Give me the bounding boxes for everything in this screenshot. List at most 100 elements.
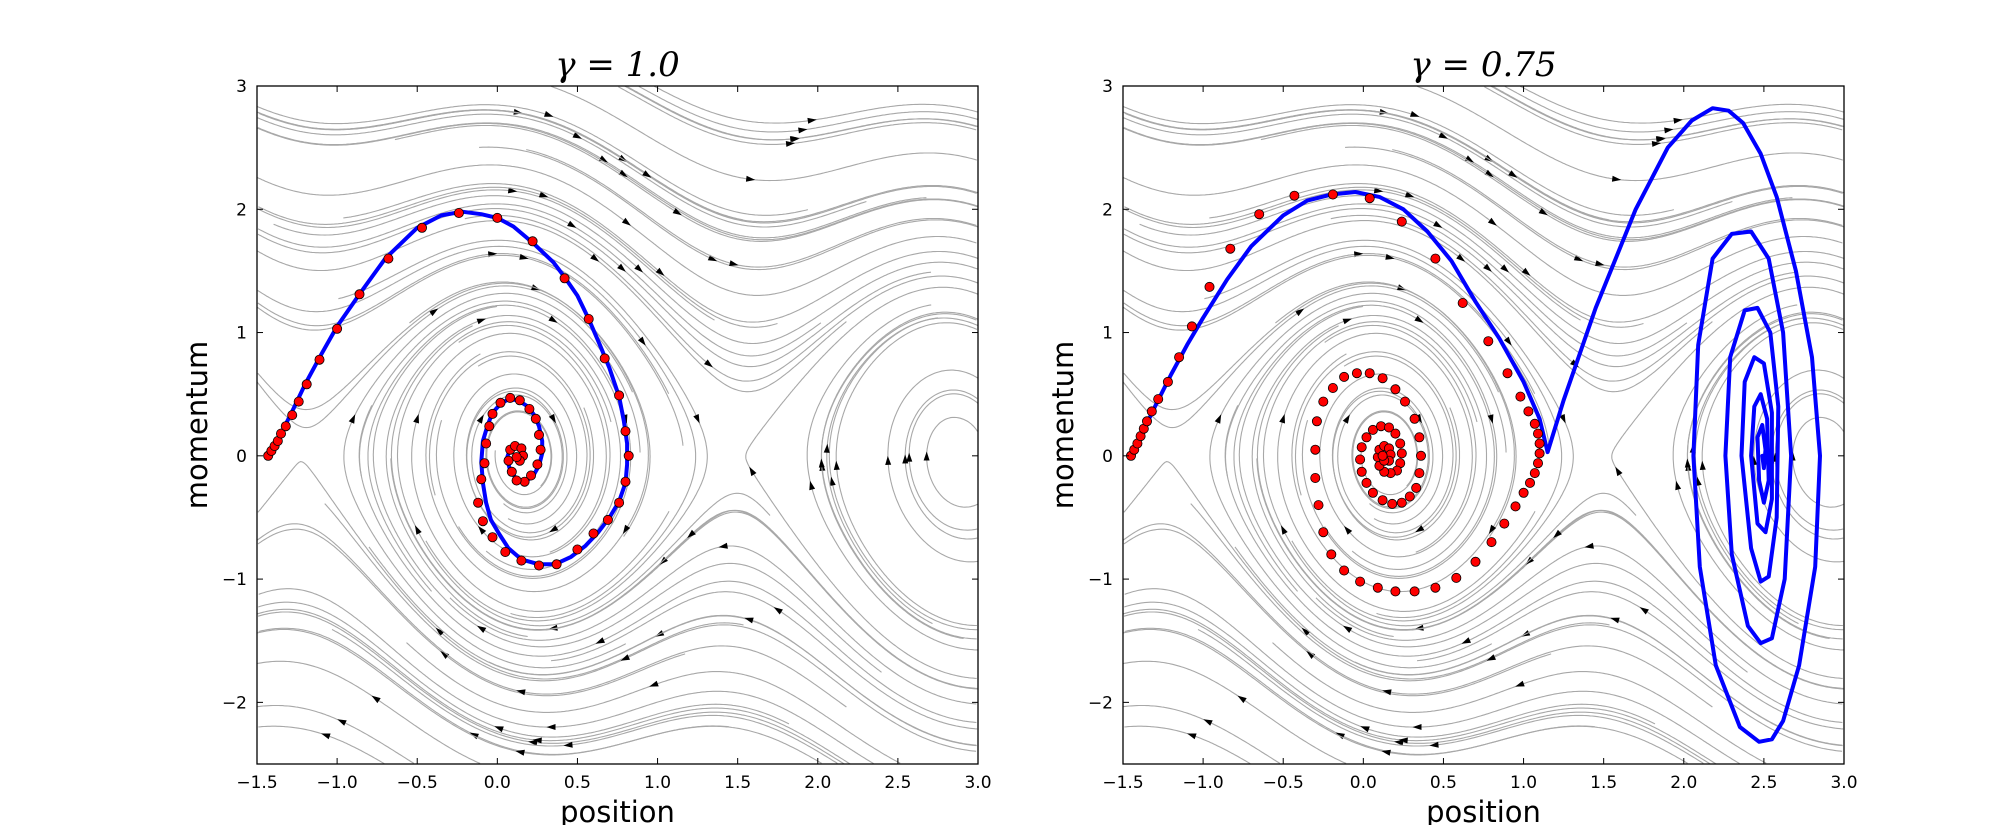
stream-arrow-icon xyxy=(707,254,718,262)
x-tick-label: −1.0 xyxy=(1182,773,1223,793)
x-tick-label: 1.0 xyxy=(644,773,671,793)
x-tick-label: 0.5 xyxy=(1430,773,1457,793)
y-tick-label: 3 xyxy=(1102,77,1113,97)
sample-point xyxy=(1483,336,1494,347)
stream-arrow-icon xyxy=(622,524,631,534)
series-layer xyxy=(1126,106,1822,744)
sample-point xyxy=(559,273,570,284)
sample-point xyxy=(1310,472,1321,483)
stream-arrow-icon xyxy=(1610,617,1620,624)
stream-arrow-icon xyxy=(415,525,422,535)
stream-arrow-icon xyxy=(1595,260,1605,266)
x-axis-label: position xyxy=(560,795,675,825)
stream-arrow-icon xyxy=(1464,155,1474,163)
sample-point xyxy=(532,459,543,470)
sample-point xyxy=(293,396,304,407)
stream-arrow-icon xyxy=(1344,526,1353,535)
stream-arrow-icon xyxy=(773,607,783,615)
sample-point xyxy=(1377,450,1388,461)
stream-arrow-icon xyxy=(885,455,892,465)
stream-arrow-icon xyxy=(413,414,419,424)
sample-point xyxy=(1396,216,1407,227)
axes-frame xyxy=(1122,85,1845,765)
x-tick-label: 3.0 xyxy=(964,773,991,793)
stream-arrow-icon xyxy=(1301,627,1311,636)
sample-point xyxy=(614,497,625,508)
stream-arrow-icon xyxy=(687,529,696,538)
stream-arrow-icon xyxy=(1584,542,1594,549)
sample-point xyxy=(514,395,525,406)
stream-arrow-icon xyxy=(1456,253,1466,262)
sample-point xyxy=(383,253,394,264)
y-tick-label: −1 xyxy=(222,570,247,590)
sample-point xyxy=(599,353,610,364)
sample-point xyxy=(1396,448,1407,459)
stream-arrow-icon xyxy=(1281,525,1288,535)
sample-point xyxy=(614,390,625,401)
y-tick-label: 0 xyxy=(1102,447,1113,467)
sample-point xyxy=(1313,500,1324,511)
stream-arrow-icon xyxy=(1414,315,1424,323)
sample-point xyxy=(551,559,562,570)
sample-point xyxy=(1289,190,1300,201)
sample-point xyxy=(476,474,487,485)
sample-point xyxy=(1351,368,1362,379)
sample-point xyxy=(1254,209,1265,220)
stream-arrow-icon xyxy=(906,452,913,462)
sample-point xyxy=(1146,406,1157,417)
chart-title: γ = 1.0 xyxy=(555,45,680,85)
sample-point xyxy=(1510,501,1521,512)
sample-point xyxy=(572,544,583,555)
sample-point xyxy=(1390,586,1401,597)
stream-arrow-icon xyxy=(321,733,331,740)
sample-point xyxy=(1153,394,1164,405)
sample-point xyxy=(511,452,522,463)
sample-point xyxy=(1387,498,1398,509)
sample-point xyxy=(1311,416,1322,427)
stream-arrow-icon xyxy=(1373,187,1384,194)
stream-arrow-icon xyxy=(538,191,549,198)
x-tick-label: 2.5 xyxy=(1750,773,1777,793)
stream-arrow-icon xyxy=(798,127,808,134)
stream-arrow-icon xyxy=(745,175,756,182)
sample-point xyxy=(1327,382,1338,393)
sample-point xyxy=(1395,438,1406,449)
stream-arrow-icon xyxy=(1461,637,1471,644)
y-axis-label: momentum xyxy=(1046,341,1080,509)
sample-point xyxy=(1174,352,1185,363)
stream-arrow-icon xyxy=(649,680,659,687)
trajectory-line xyxy=(266,209,630,567)
stream-arrow-icon xyxy=(494,726,504,733)
stream-arrow-icon xyxy=(1615,466,1623,477)
stream-arrow-icon xyxy=(1237,695,1247,704)
stream-arrow-icon xyxy=(595,637,605,644)
stream-arrow-icon xyxy=(567,220,577,228)
stream-arrow-icon xyxy=(1342,414,1350,424)
stream-arrow-icon xyxy=(548,315,558,323)
sample-point xyxy=(275,428,286,439)
stream-arrow-icon xyxy=(718,542,728,549)
stream-arrow-icon xyxy=(337,719,347,726)
stream-arrow-icon xyxy=(1429,741,1439,748)
sample-point xyxy=(1400,396,1411,407)
sample-point xyxy=(1404,491,1415,502)
sample-point xyxy=(1430,582,1441,593)
sample-point xyxy=(301,379,312,390)
y-tick-label: −2 xyxy=(222,693,247,713)
sample-point xyxy=(1377,495,1388,506)
stream-arrow-icon xyxy=(528,739,538,746)
sample-point xyxy=(500,547,511,558)
stream-arrow-icon xyxy=(789,136,800,143)
stream-arrow-icon xyxy=(1295,308,1305,317)
y-tick-label: 1 xyxy=(1102,324,1113,344)
stream-arrow-icon xyxy=(1187,733,1197,740)
x-tick-label: 2.0 xyxy=(804,773,831,793)
y-tick-label: 2 xyxy=(1102,200,1113,220)
sample-point xyxy=(1339,371,1350,382)
chart-title: γ = 0.75 xyxy=(1410,45,1556,85)
sample-point xyxy=(1364,368,1375,379)
stream-arrow-icon xyxy=(1573,254,1584,262)
x-tick-label: −0.5 xyxy=(1263,773,1304,793)
stream-arrow-icon xyxy=(1559,414,1566,424)
